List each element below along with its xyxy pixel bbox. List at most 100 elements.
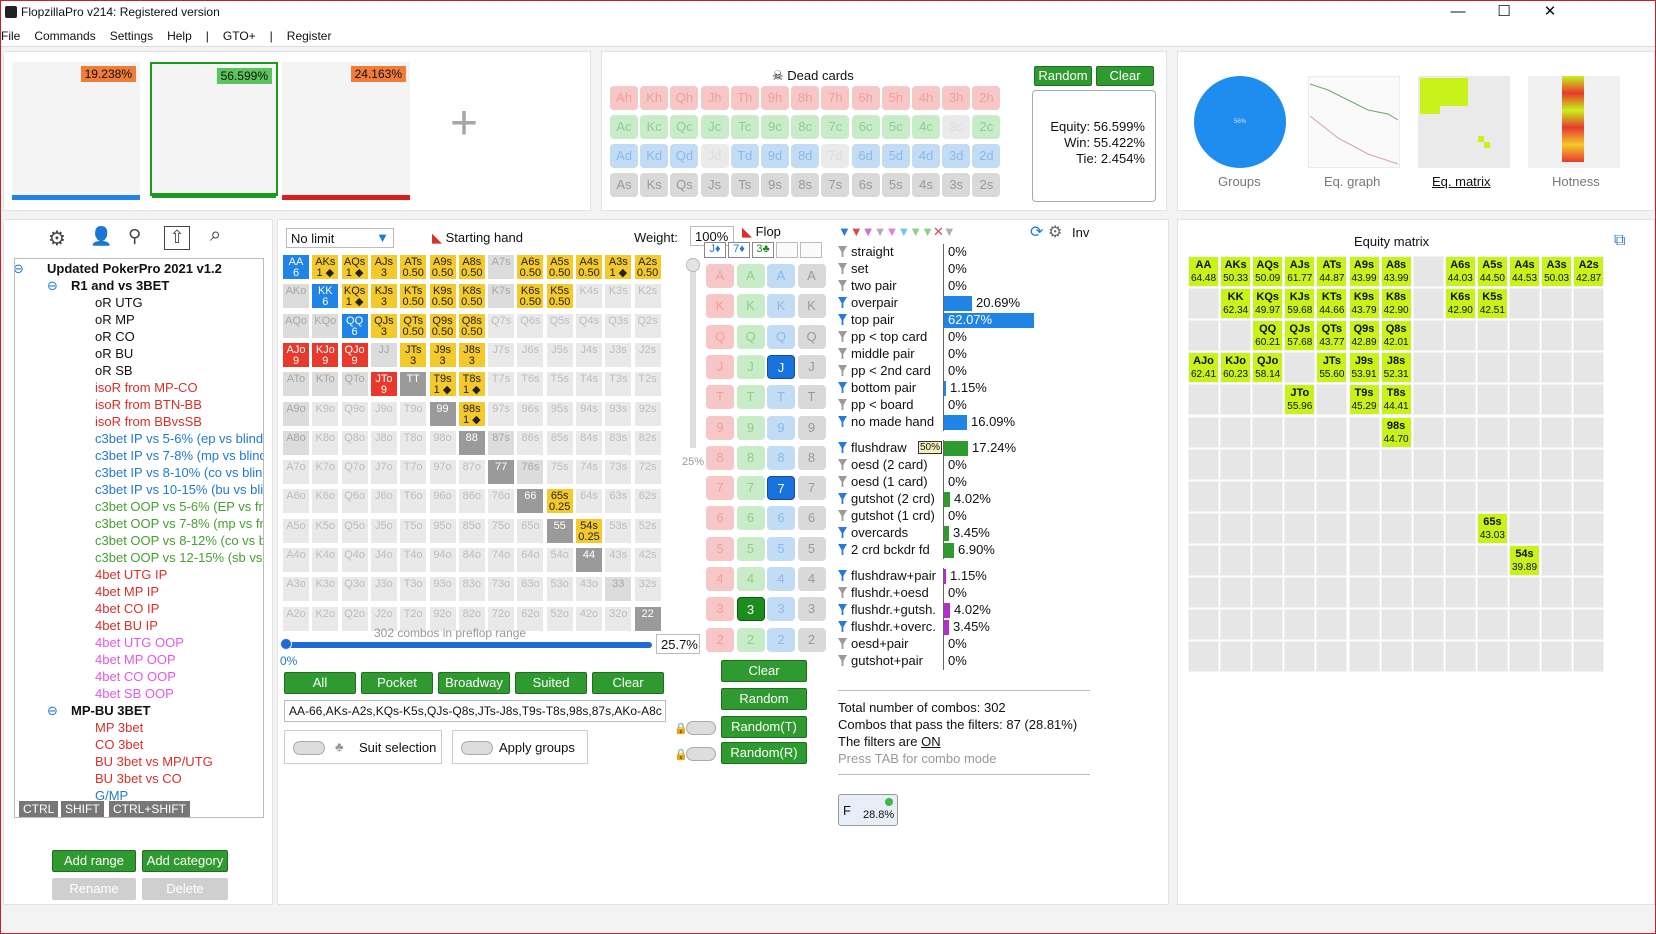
- collapse-cat2-icon[interactable]: ⊖: [47, 703, 58, 718]
- range-suited-button[interactable]: Suited: [515, 672, 587, 694]
- equity-cell[interactable]: [1188, 288, 1219, 320]
- hand-cell[interactable]: A7o: [282, 459, 310, 486]
- equity-cell[interactable]: T9s 45.29: [1348, 384, 1380, 416]
- hand-cell[interactable]: 74o: [487, 547, 516, 573]
- equity-cell[interactable]: [1412, 448, 1444, 480]
- dead-card-Qs[interactable]: Qs: [670, 173, 699, 197]
- equity-cell[interactable]: [1541, 288, 1573, 320]
- hand-cell[interactable]: J8o: [369, 429, 398, 456]
- hand-cell[interactable]: 63o: [516, 576, 545, 603]
- equity-cell[interactable]: [1220, 641, 1252, 673]
- tab-groups[interactable]: Groups: [1218, 174, 1261, 189]
- hand-cell[interactable]: T9o: [399, 400, 428, 427]
- hand-cell[interactable]: A8o: [282, 429, 310, 456]
- filter-funnel-icon[interactable]: [838, 280, 847, 291]
- flop-card-5h[interactable]: 5: [706, 536, 734, 561]
- hand-cell[interactable]: 53o: [545, 576, 574, 603]
- flop-card-3d[interactable]: 3: [767, 597, 795, 622]
- dead-card-As[interactable]: As: [610, 173, 638, 197]
- equity-cell[interactable]: [1188, 544, 1219, 576]
- equity-cell[interactable]: K5s 42.51: [1476, 288, 1508, 320]
- equity-cell[interactable]: AJo 62.41: [1188, 352, 1219, 384]
- range-slot-2[interactable]: 56.599%: [150, 62, 278, 198]
- equity-cell[interactable]: [1380, 577, 1412, 608]
- hand-cell[interactable]: J4s: [575, 341, 603, 368]
- filter-funnel-icon[interactable]: [838, 621, 847, 632]
- equity-cell[interactable]: [1541, 320, 1573, 352]
- equity-cell[interactable]: [1316, 480, 1348, 512]
- dead-card-Js[interactable]: Js: [700, 173, 729, 197]
- flop-card-2c[interactable]: 2: [736, 627, 765, 652]
- hand-cell[interactable]: 76o: [487, 488, 516, 515]
- hand-cell[interactable]: KQs 1 ◆: [340, 283, 369, 310]
- tree-item[interactable]: c3bet IP vs 5-6% (ep vs blinds): [95, 431, 264, 446]
- equity-cell[interactable]: [1188, 384, 1219, 416]
- dead-card-8h[interactable]: 8h: [791, 86, 820, 110]
- equity-cell[interactable]: 65s 43.03: [1476, 512, 1508, 544]
- flop-card-Td[interactable]: T: [767, 385, 795, 410]
- hand-cell[interactable]: K4s: [575, 283, 603, 310]
- equity-cell[interactable]: [1541, 577, 1573, 608]
- equity-cell[interactable]: [1284, 609, 1316, 641]
- hand-cell[interactable]: JTo 9: [369, 371, 398, 398]
- equity-cell[interactable]: [1509, 320, 1540, 352]
- equity-cell[interactable]: [1509, 352, 1540, 384]
- range-clear-button[interactable]: Clear: [592, 672, 664, 694]
- hand-cell[interactable]: JJ: [369, 341, 398, 368]
- equity-cell[interactable]: [1348, 544, 1380, 576]
- flop-card-Qd[interactable]: Q: [767, 324, 795, 349]
- equity-cell[interactable]: [1412, 256, 1444, 287]
- equity-cell[interactable]: [1316, 577, 1348, 608]
- equity-cell[interactable]: [1348, 448, 1380, 480]
- tree-item[interactable]: BU 3bet vs MP/UTG: [95, 754, 213, 769]
- equity-cell[interactable]: QJs 57.68: [1284, 320, 1316, 352]
- equity-cell[interactable]: [1509, 448, 1540, 480]
- hand-cell[interactable]: Q3s: [604, 312, 633, 339]
- hand-cell[interactable]: K3o: [311, 576, 340, 603]
- equity-cell[interactable]: Q9s 42.89: [1348, 320, 1380, 352]
- flop-card-6c[interactable]: 6: [736, 506, 765, 531]
- tree-item[interactable]: oR UTG: [95, 295, 143, 310]
- hand-cell[interactable]: K9s 0.50: [428, 283, 457, 310]
- equity-cell[interactable]: [1252, 384, 1284, 416]
- filter-funnel-icon[interactable]: [838, 544, 847, 555]
- tree-item[interactable]: 4bet BU IP: [95, 618, 158, 633]
- collapse-root-icon[interactable]: ⊖: [14, 261, 24, 276]
- hand-cell[interactable]: A6o: [282, 488, 310, 515]
- collapse-cat1-icon[interactable]: ⊖: [47, 278, 58, 293]
- menu-register[interactable]: Register: [286, 29, 332, 43]
- eq-matrix-thumb[interactable]: [1418, 76, 1510, 168]
- hand-cell[interactable]: T3o: [399, 576, 428, 603]
- hand-cell[interactable]: K7o: [311, 459, 340, 486]
- tree-item[interactable]: CO 3bet: [95, 737, 144, 752]
- dead-card-Ad[interactable]: Ad: [610, 144, 638, 168]
- hand-cell[interactable]: 88: [457, 429, 486, 456]
- flop-card-Ad[interactable]: A: [767, 264, 795, 288]
- hand-cell[interactable]: T7s: [487, 371, 516, 398]
- hand-cell[interactable]: 64s: [575, 488, 603, 515]
- equity-cell[interactable]: KTs 44.66: [1316, 288, 1348, 320]
- flop-card-Jc[interactable]: J: [736, 354, 765, 379]
- equity-cell[interactable]: [1316, 512, 1348, 544]
- equity-cell[interactable]: [1541, 384, 1573, 416]
- hand-cell[interactable]: J5s: [545, 341, 574, 368]
- equity-cell[interactable]: [1444, 641, 1476, 673]
- delete-button[interactable]: Delete: [142, 878, 228, 900]
- equity-cell[interactable]: [1188, 512, 1219, 544]
- equity-cell[interactable]: [1284, 352, 1316, 384]
- equity-cell[interactable]: QTs 43.77: [1316, 320, 1348, 352]
- maximize-button[interactable]: ☐: [1497, 3, 1511, 20]
- dead-card-5d[interactable]: 5d: [881, 144, 910, 168]
- board-card-empty[interactable]: [776, 242, 798, 258]
- hand-cell[interactable]: KQo: [311, 312, 340, 339]
- filter-funnel-icon[interactable]: [838, 476, 847, 487]
- flop-random-button[interactable]: Random: [721, 688, 807, 710]
- hand-cell[interactable]: T4o: [399, 547, 428, 573]
- dead-card-4c[interactable]: 4c: [912, 115, 940, 139]
- hand-cell[interactable]: QQ 6: [340, 312, 369, 339]
- equity-cell[interactable]: [1412, 416, 1444, 448]
- tree-item[interactable]: isoR from BTN-BB: [95, 397, 202, 412]
- invert-button[interactable]: Inv: [1072, 225, 1090, 240]
- equity-cell[interactable]: [1348, 609, 1380, 641]
- hand-cell[interactable]: J6o: [369, 488, 398, 515]
